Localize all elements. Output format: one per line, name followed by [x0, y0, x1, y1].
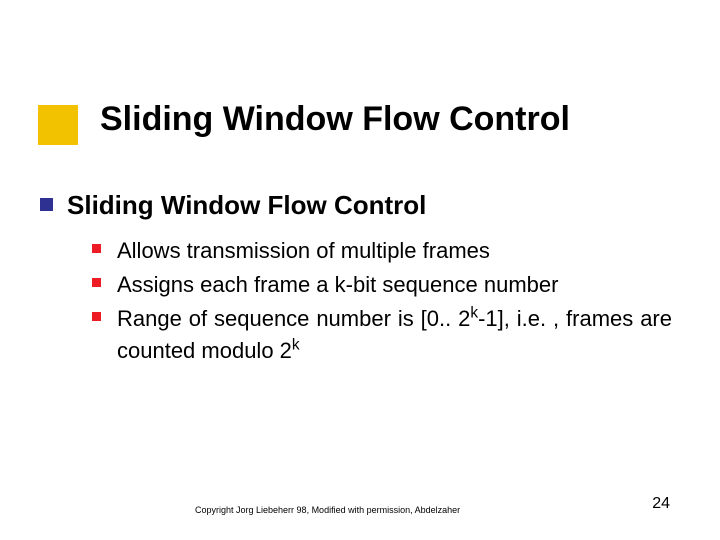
bullet-level2-list: Allows transmission of multiple framesAs…	[92, 235, 672, 369]
copyright-footer: Copyright Jorg Liebeherr 98, Modified wi…	[195, 505, 460, 515]
title-accent-box	[38, 105, 78, 145]
bullet-level2-item: Assigns each frame a k-bit sequence numb…	[92, 269, 672, 301]
slide: Sliding Window Flow Control Sliding Wind…	[0, 0, 720, 540]
bullet-level2-item: Range of sequence number is [0.. 2k-1], …	[92, 303, 672, 367]
bullet-level1: Sliding Window Flow Control	[40, 190, 426, 221]
bullet-square-icon	[92, 312, 101, 321]
bullet-square-icon	[92, 278, 101, 287]
bullet-level2-item: Allows transmission of multiple frames	[92, 235, 672, 267]
bullet-square-icon	[92, 244, 101, 253]
bullet-level1-text: Sliding Window Flow Control	[67, 190, 426, 221]
bullet-square-icon	[40, 198, 53, 211]
bullet-level2-text: Allows transmission of multiple frames	[117, 235, 672, 267]
bullet-level2-text: Assigns each frame a k-bit sequence numb…	[117, 269, 672, 301]
bullet-level2-text: Range of sequence number is [0.. 2k-1], …	[117, 303, 672, 367]
page-number: 24	[652, 495, 670, 513]
slide-title-wrap: Sliding Window Flow Control	[100, 100, 570, 139]
slide-title: Sliding Window Flow Control	[100, 100, 570, 139]
